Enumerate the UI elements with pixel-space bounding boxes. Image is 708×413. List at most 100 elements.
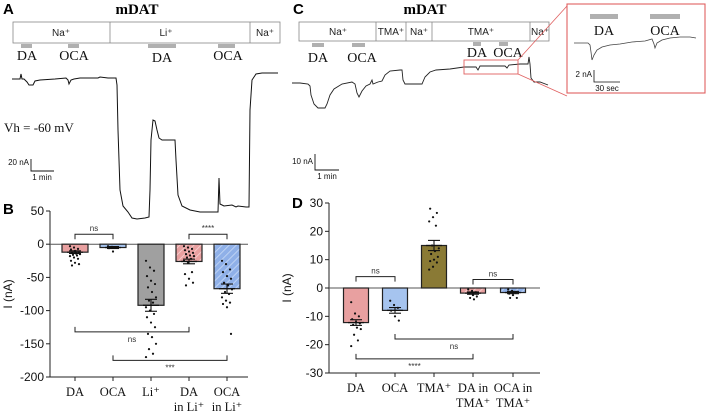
drug-label-da-1: DA xyxy=(308,51,329,66)
x-tick-label: TMA⁺ xyxy=(456,396,490,410)
drug-label-da-2: DA xyxy=(467,46,488,61)
data-point xyxy=(147,299,151,302)
data-point xyxy=(356,339,360,342)
x-tick-label: Li⁺ xyxy=(142,385,160,399)
holding-potential-label: Vh = -60 mV xyxy=(4,120,74,135)
significance-label: ns xyxy=(450,342,458,351)
significance-bracket xyxy=(355,276,396,282)
drug-bar-da-1 xyxy=(312,43,324,47)
data-point xyxy=(192,255,196,258)
data-point xyxy=(188,254,192,257)
data-point xyxy=(182,245,186,248)
significance-label: ns xyxy=(128,335,136,344)
scale-x-c: 1 min xyxy=(317,172,337,181)
drug-bar-oca-1 xyxy=(352,43,365,47)
data-point xyxy=(229,277,233,280)
significance-bracket xyxy=(355,353,474,360)
data-point xyxy=(475,295,478,298)
data-point xyxy=(185,256,189,259)
data-point xyxy=(223,290,227,294)
panel-a: A mDAT Na⁺ Li⁺ Na⁺ DA OCA DA OCA Vh = -6… xyxy=(3,1,281,220)
data-point xyxy=(77,263,81,266)
scale-bar-a: 20 nA 1 min xyxy=(8,158,54,182)
drug-label-oca-1: OCA xyxy=(59,49,89,64)
data-point xyxy=(352,333,356,336)
data-point xyxy=(229,332,233,335)
data-point xyxy=(472,298,476,301)
data-point xyxy=(73,261,77,264)
drug-bar-da-2 xyxy=(473,42,481,46)
y-tick-label: -50 xyxy=(27,270,45,284)
drug-bar-da-2 xyxy=(148,44,176,48)
condition-li: Li⁺ xyxy=(159,28,172,39)
data-point xyxy=(183,249,187,252)
data-point xyxy=(224,263,228,266)
x-tick-label: DA xyxy=(180,385,198,399)
data-point xyxy=(151,301,155,304)
y-axis-label: I (nA) xyxy=(1,279,15,308)
data-point xyxy=(76,257,80,260)
data-point xyxy=(435,261,438,264)
panel-c-title: mDAT xyxy=(403,2,446,18)
y-tick-label: 50 xyxy=(31,204,45,218)
data-point xyxy=(222,281,226,284)
data-point xyxy=(153,282,157,286)
data-point xyxy=(76,247,80,250)
data-point xyxy=(357,315,360,318)
data-point xyxy=(184,253,188,256)
drug-label-da-2: DA xyxy=(152,51,173,66)
data-point xyxy=(150,290,154,294)
data-point xyxy=(146,286,150,289)
drug-label-oca-2: OCA xyxy=(213,49,243,64)
panel-letter-b: B xyxy=(3,201,14,218)
data-point xyxy=(152,312,156,316)
data-point xyxy=(184,284,188,287)
data-point xyxy=(148,266,152,269)
data-point xyxy=(111,250,115,253)
inset-drug-bar-oca xyxy=(650,14,680,19)
data-point xyxy=(191,251,195,254)
condition-na-2: Na⁺ xyxy=(256,28,274,39)
data-point xyxy=(220,296,224,299)
significance-bracket xyxy=(74,233,114,240)
drug-label-oca-2: OCA xyxy=(493,46,523,61)
data-point xyxy=(225,306,229,309)
data-point xyxy=(470,289,474,292)
scale-bar-c: 10 nA 1 min xyxy=(292,154,339,181)
significance-bracket xyxy=(472,279,514,285)
scale-y-a: 20 nA xyxy=(8,158,30,167)
inset-drug-bar-da xyxy=(590,14,618,19)
bar xyxy=(213,243,241,290)
data-point xyxy=(224,299,228,302)
drug-bar-oca-2 xyxy=(218,44,235,48)
drug-label-oca-1: OCA xyxy=(347,51,377,66)
bar xyxy=(420,244,448,289)
data-point xyxy=(191,281,195,284)
data-point xyxy=(69,259,73,262)
significance-label: ns xyxy=(489,270,497,279)
condition-na-1: Na⁺ xyxy=(329,27,347,38)
x-tick-label: OCA in xyxy=(494,381,533,395)
x-tick-label: TMA⁺ xyxy=(496,396,530,410)
data-point xyxy=(436,255,439,258)
y-tick-label: 0 xyxy=(37,237,44,251)
data-point xyxy=(429,259,432,263)
data-point xyxy=(509,296,512,300)
drug-applications-c: DA OCA DA OCA xyxy=(308,42,524,66)
data-point xyxy=(430,252,433,256)
data-point xyxy=(150,336,154,339)
significance-label: **** xyxy=(202,224,214,233)
data-point xyxy=(153,326,157,329)
condition-bar-c: Na⁺ TMA⁺ Na⁺ TMA⁺ Na⁺ xyxy=(298,21,550,42)
data-point xyxy=(154,342,158,345)
y-tick-label: -150 xyxy=(20,337,44,351)
data-point xyxy=(397,319,400,322)
condition-na-1: Na⁺ xyxy=(52,28,70,39)
data-point xyxy=(469,296,472,300)
y-tick-label: 30 xyxy=(310,196,324,210)
significance-label: ns xyxy=(90,224,98,233)
data-point xyxy=(186,246,190,249)
x-tick-label: in Li⁺ xyxy=(212,400,243,413)
